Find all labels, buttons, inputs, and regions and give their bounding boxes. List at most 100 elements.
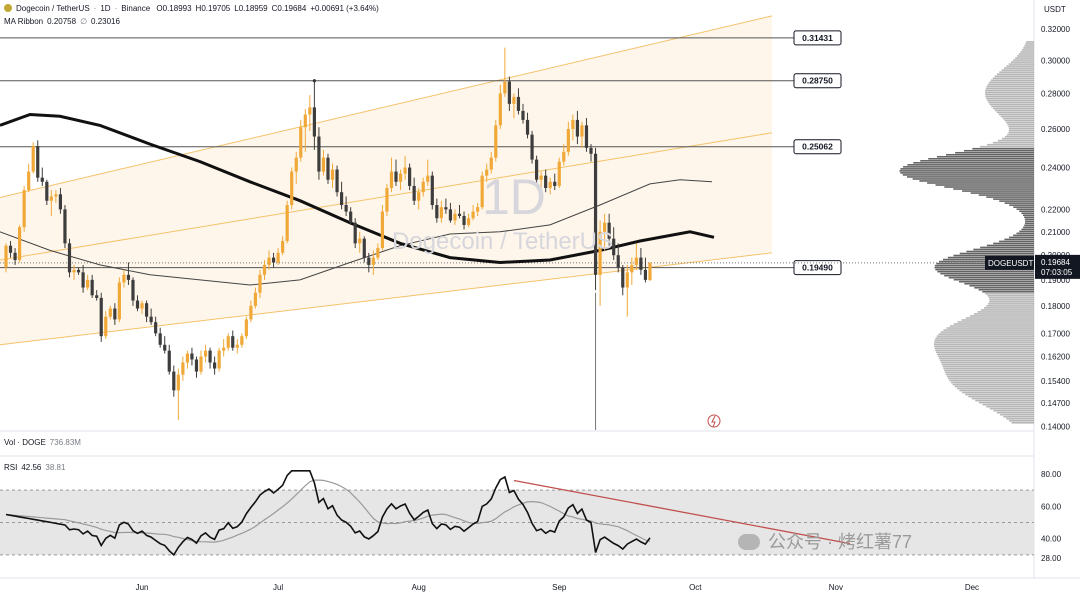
candle-body (276, 252, 280, 263)
candle-body (466, 218, 471, 225)
volume-profile-bar (944, 371, 1034, 374)
symbol-title[interactable]: Dogecoin / TetherUS (16, 4, 90, 13)
volume-profile-bar (1008, 129, 1034, 132)
last-price-box (1035, 254, 1080, 279)
volume-profile-bar (962, 190, 1034, 192)
candle-body (603, 222, 607, 232)
candle-body (72, 269, 76, 273)
candle-body (612, 238, 616, 256)
volume-profile-bar (1013, 59, 1034, 61)
volume-profile-bar (1009, 204, 1034, 206)
volume-profile-bar (977, 311, 1034, 313)
candle-body (521, 110, 525, 120)
ma-value-2: 0.23016 (91, 17, 120, 26)
candle-body (122, 274, 126, 283)
volume-profile-bar (973, 313, 1034, 315)
volume-profile-bar (933, 343, 1034, 345)
volume-profile-bar (955, 151, 1034, 154)
candle-body (113, 308, 117, 320)
rsi-value-1: 42.56 (21, 463, 42, 472)
candle-body (562, 151, 566, 162)
chart-header: Dogecoin / TetherUS · 1D · Binance O0.18993 H… (4, 4, 383, 14)
volume-profile-bar (942, 365, 1034, 368)
candle-body (104, 316, 108, 337)
ma-ribbon-legend[interactable]: MA Ribbon 0.20758 ∅ 0.23016 (4, 17, 124, 27)
countdown-label: 07:03:05 (1041, 268, 1073, 277)
candle-body (630, 264, 634, 273)
volume-profile-bar (985, 91, 1034, 94)
candle-body (126, 274, 131, 280)
dogecoin-logo-icon (4, 4, 12, 12)
volume-profile-bar (987, 295, 1034, 297)
candle-body (593, 153, 598, 275)
candle-body (299, 127, 303, 158)
candle-body (54, 194, 58, 197)
price-tick-label: 0.16200 (1041, 353, 1070, 362)
volume-profile-bar (934, 266, 1034, 269)
volume-profile-bar (1021, 49, 1034, 51)
candle-body (421, 181, 425, 193)
candle-body (489, 157, 493, 170)
volume-profile-bar (989, 103, 1034, 106)
candle-body (643, 269, 648, 280)
volume-profile-bar (973, 248, 1034, 251)
volume-profile-bar (1006, 121, 1034, 124)
candle-body (389, 171, 394, 189)
candle-body (349, 211, 353, 223)
volume-profile-bar (1017, 55, 1034, 57)
volume-profile-bar (1008, 127, 1034, 130)
volume-profile-bar (1001, 137, 1034, 140)
price-tick-label: 0.14000 (1041, 423, 1070, 432)
price-tick-label: 0.26000 (1041, 125, 1070, 134)
time-tick-label: Jun (136, 583, 149, 592)
time-tick-label: Jul (273, 583, 283, 592)
volume-profile-bar (993, 198, 1034, 200)
volume-profile-bar (1010, 61, 1034, 63)
volume-profile-bar (1016, 208, 1034, 210)
level-label: 0.31431 (802, 33, 833, 43)
volume-profile-bar (962, 391, 1034, 394)
candle-body (480, 175, 484, 208)
volume-profile-bar (959, 280, 1034, 283)
volume-profile-bar (1024, 218, 1034, 221)
change-value: +0.00691 (+3.64%) (310, 4, 379, 13)
volume-profile-bar (945, 373, 1034, 376)
volume-profile-bar (934, 264, 1034, 267)
volume-legend[interactable]: Vol · DOGE 736.83M (4, 438, 85, 448)
candle-body (457, 213, 462, 216)
candle-body (208, 350, 212, 363)
candle-body (45, 181, 49, 201)
volume-profile-bar (989, 299, 1034, 301)
volume-profile-bar (986, 305, 1034, 307)
candle-body (580, 125, 584, 137)
volume-profile-bar (1008, 131, 1034, 134)
candle-body (262, 264, 267, 275)
volume-profile-bar (907, 164, 1034, 166)
volume-profile-bar (988, 297, 1034, 299)
candle-body (18, 227, 22, 261)
volume-profile-bar (980, 246, 1034, 249)
candle-body (253, 292, 258, 306)
rsi-legend[interactable]: RSI 42.56 38.81 (4, 463, 69, 473)
volume-profile-bar (1008, 63, 1034, 65)
volume-profile-bar (1026, 41, 1034, 43)
volume-profile-bar (943, 367, 1034, 370)
candle-body (471, 211, 475, 219)
candle-body (49, 196, 53, 201)
volume-profile-bar (953, 254, 1034, 257)
volume-profile-bar (938, 333, 1034, 335)
candle-body (408, 167, 412, 186)
volume-profile-bar (946, 375, 1034, 378)
candle-body (58, 194, 63, 210)
volume-profile-bar (944, 274, 1034, 277)
candle-body (158, 333, 162, 345)
price-tick-label: 0.19000 (1041, 276, 1070, 285)
rsi-value-2: 38.81 (45, 463, 66, 472)
volume-profile-bar (989, 81, 1034, 84)
volume-profile-bar (992, 141, 1034, 144)
candle-body (258, 274, 262, 293)
volume-profile-bar (990, 79, 1034, 82)
interval-watermark: 1D (482, 169, 546, 225)
interval-label[interactable]: 1D (100, 4, 111, 13)
